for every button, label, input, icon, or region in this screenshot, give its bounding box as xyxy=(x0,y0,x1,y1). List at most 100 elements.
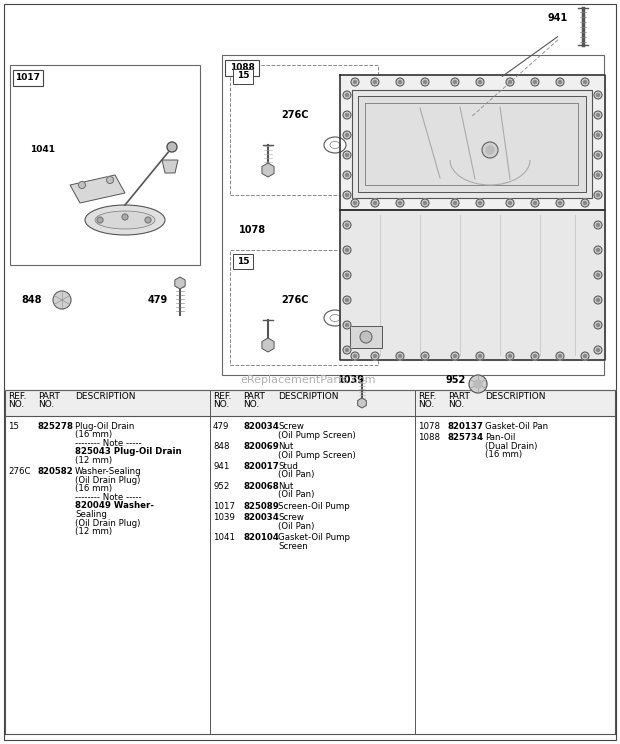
Circle shape xyxy=(596,223,600,226)
Circle shape xyxy=(421,78,429,86)
Text: Screw: Screw xyxy=(278,513,304,522)
Circle shape xyxy=(453,80,456,83)
Text: 820049 Washer-: 820049 Washer- xyxy=(75,501,154,510)
Circle shape xyxy=(345,173,348,176)
Text: (16 mm): (16 mm) xyxy=(75,484,112,493)
Ellipse shape xyxy=(330,141,340,149)
Circle shape xyxy=(351,352,359,360)
Text: NO.: NO. xyxy=(213,400,229,409)
Text: Screen: Screen xyxy=(278,542,308,551)
Text: 825734: 825734 xyxy=(448,434,484,443)
Bar xyxy=(10,65,200,265)
Text: 15: 15 xyxy=(8,422,19,431)
Circle shape xyxy=(122,214,128,220)
Circle shape xyxy=(396,199,404,207)
Text: 820017: 820017 xyxy=(243,462,279,471)
FancyBboxPatch shape xyxy=(13,70,43,86)
Circle shape xyxy=(421,352,429,360)
Circle shape xyxy=(594,296,602,304)
Circle shape xyxy=(506,78,514,86)
Circle shape xyxy=(345,274,348,277)
Circle shape xyxy=(396,352,404,360)
FancyBboxPatch shape xyxy=(225,60,259,76)
Text: (12 mm): (12 mm) xyxy=(75,527,112,536)
Circle shape xyxy=(345,153,348,156)
Text: 1039: 1039 xyxy=(338,375,365,385)
Circle shape xyxy=(594,151,602,159)
Text: 1088: 1088 xyxy=(229,63,254,72)
Circle shape xyxy=(167,142,177,152)
Circle shape xyxy=(583,80,587,83)
Text: 1078: 1078 xyxy=(418,422,440,431)
Circle shape xyxy=(360,331,372,343)
Circle shape xyxy=(353,80,356,83)
Circle shape xyxy=(343,221,351,229)
Circle shape xyxy=(596,94,600,97)
Circle shape xyxy=(506,199,514,207)
Circle shape xyxy=(559,354,562,358)
Circle shape xyxy=(353,354,356,358)
Text: Nut: Nut xyxy=(278,482,293,491)
FancyBboxPatch shape xyxy=(233,254,253,269)
Circle shape xyxy=(531,78,539,86)
Text: (Oil Drain Plug): (Oil Drain Plug) xyxy=(75,519,140,527)
Text: 825043 Plug-Oil Drain: 825043 Plug-Oil Drain xyxy=(75,447,182,457)
Bar xyxy=(222,55,604,375)
Circle shape xyxy=(506,352,514,360)
Text: 276C: 276C xyxy=(281,295,309,305)
Circle shape xyxy=(351,199,359,207)
Polygon shape xyxy=(358,96,586,192)
Text: 820137: 820137 xyxy=(448,422,484,431)
Text: 820068: 820068 xyxy=(243,482,279,491)
Text: PART: PART xyxy=(448,392,470,401)
Circle shape xyxy=(594,131,602,139)
Text: 1088: 1088 xyxy=(418,434,440,443)
Circle shape xyxy=(531,352,539,360)
Text: Gasket-Oil Pump: Gasket-Oil Pump xyxy=(278,533,350,542)
Text: 820582: 820582 xyxy=(38,467,74,476)
Circle shape xyxy=(343,191,351,199)
Ellipse shape xyxy=(324,310,346,326)
Circle shape xyxy=(343,246,351,254)
Circle shape xyxy=(345,193,348,196)
Circle shape xyxy=(596,324,600,327)
Circle shape xyxy=(596,193,600,196)
Circle shape xyxy=(556,352,564,360)
Circle shape xyxy=(596,173,600,176)
Text: 479: 479 xyxy=(213,422,229,431)
Text: -------- Note -----: -------- Note ----- xyxy=(75,439,141,448)
Circle shape xyxy=(596,133,600,136)
Circle shape xyxy=(97,217,103,223)
Text: 952: 952 xyxy=(213,482,229,491)
Circle shape xyxy=(451,78,459,86)
Text: (Oil Pump Screen): (Oil Pump Screen) xyxy=(278,451,356,460)
Text: REF.: REF. xyxy=(418,392,436,401)
Circle shape xyxy=(345,248,348,251)
Circle shape xyxy=(479,80,482,83)
Text: 825089: 825089 xyxy=(243,502,279,511)
Circle shape xyxy=(343,321,351,329)
Text: 1078: 1078 xyxy=(239,225,265,235)
Text: DESCRIPTION: DESCRIPTION xyxy=(75,392,136,401)
Text: 820034: 820034 xyxy=(243,513,279,522)
Circle shape xyxy=(451,352,459,360)
Circle shape xyxy=(343,346,351,354)
Polygon shape xyxy=(162,160,178,173)
Circle shape xyxy=(469,375,487,393)
Text: 941: 941 xyxy=(547,13,567,23)
Circle shape xyxy=(594,321,602,329)
Bar xyxy=(230,65,378,195)
Text: Washer-Sealing: Washer-Sealing xyxy=(75,467,141,476)
Text: Pan-Oil: Pan-Oil xyxy=(485,434,515,443)
Ellipse shape xyxy=(330,315,340,321)
Circle shape xyxy=(581,352,589,360)
Text: 941: 941 xyxy=(213,462,229,471)
Text: Sealing: Sealing xyxy=(75,510,107,519)
Circle shape xyxy=(596,153,600,156)
Text: 1041: 1041 xyxy=(30,146,55,155)
Circle shape xyxy=(343,151,351,159)
Circle shape xyxy=(351,78,359,86)
Circle shape xyxy=(345,114,348,117)
Circle shape xyxy=(559,202,562,205)
Text: (Oil Pump Screen): (Oil Pump Screen) xyxy=(278,431,356,440)
